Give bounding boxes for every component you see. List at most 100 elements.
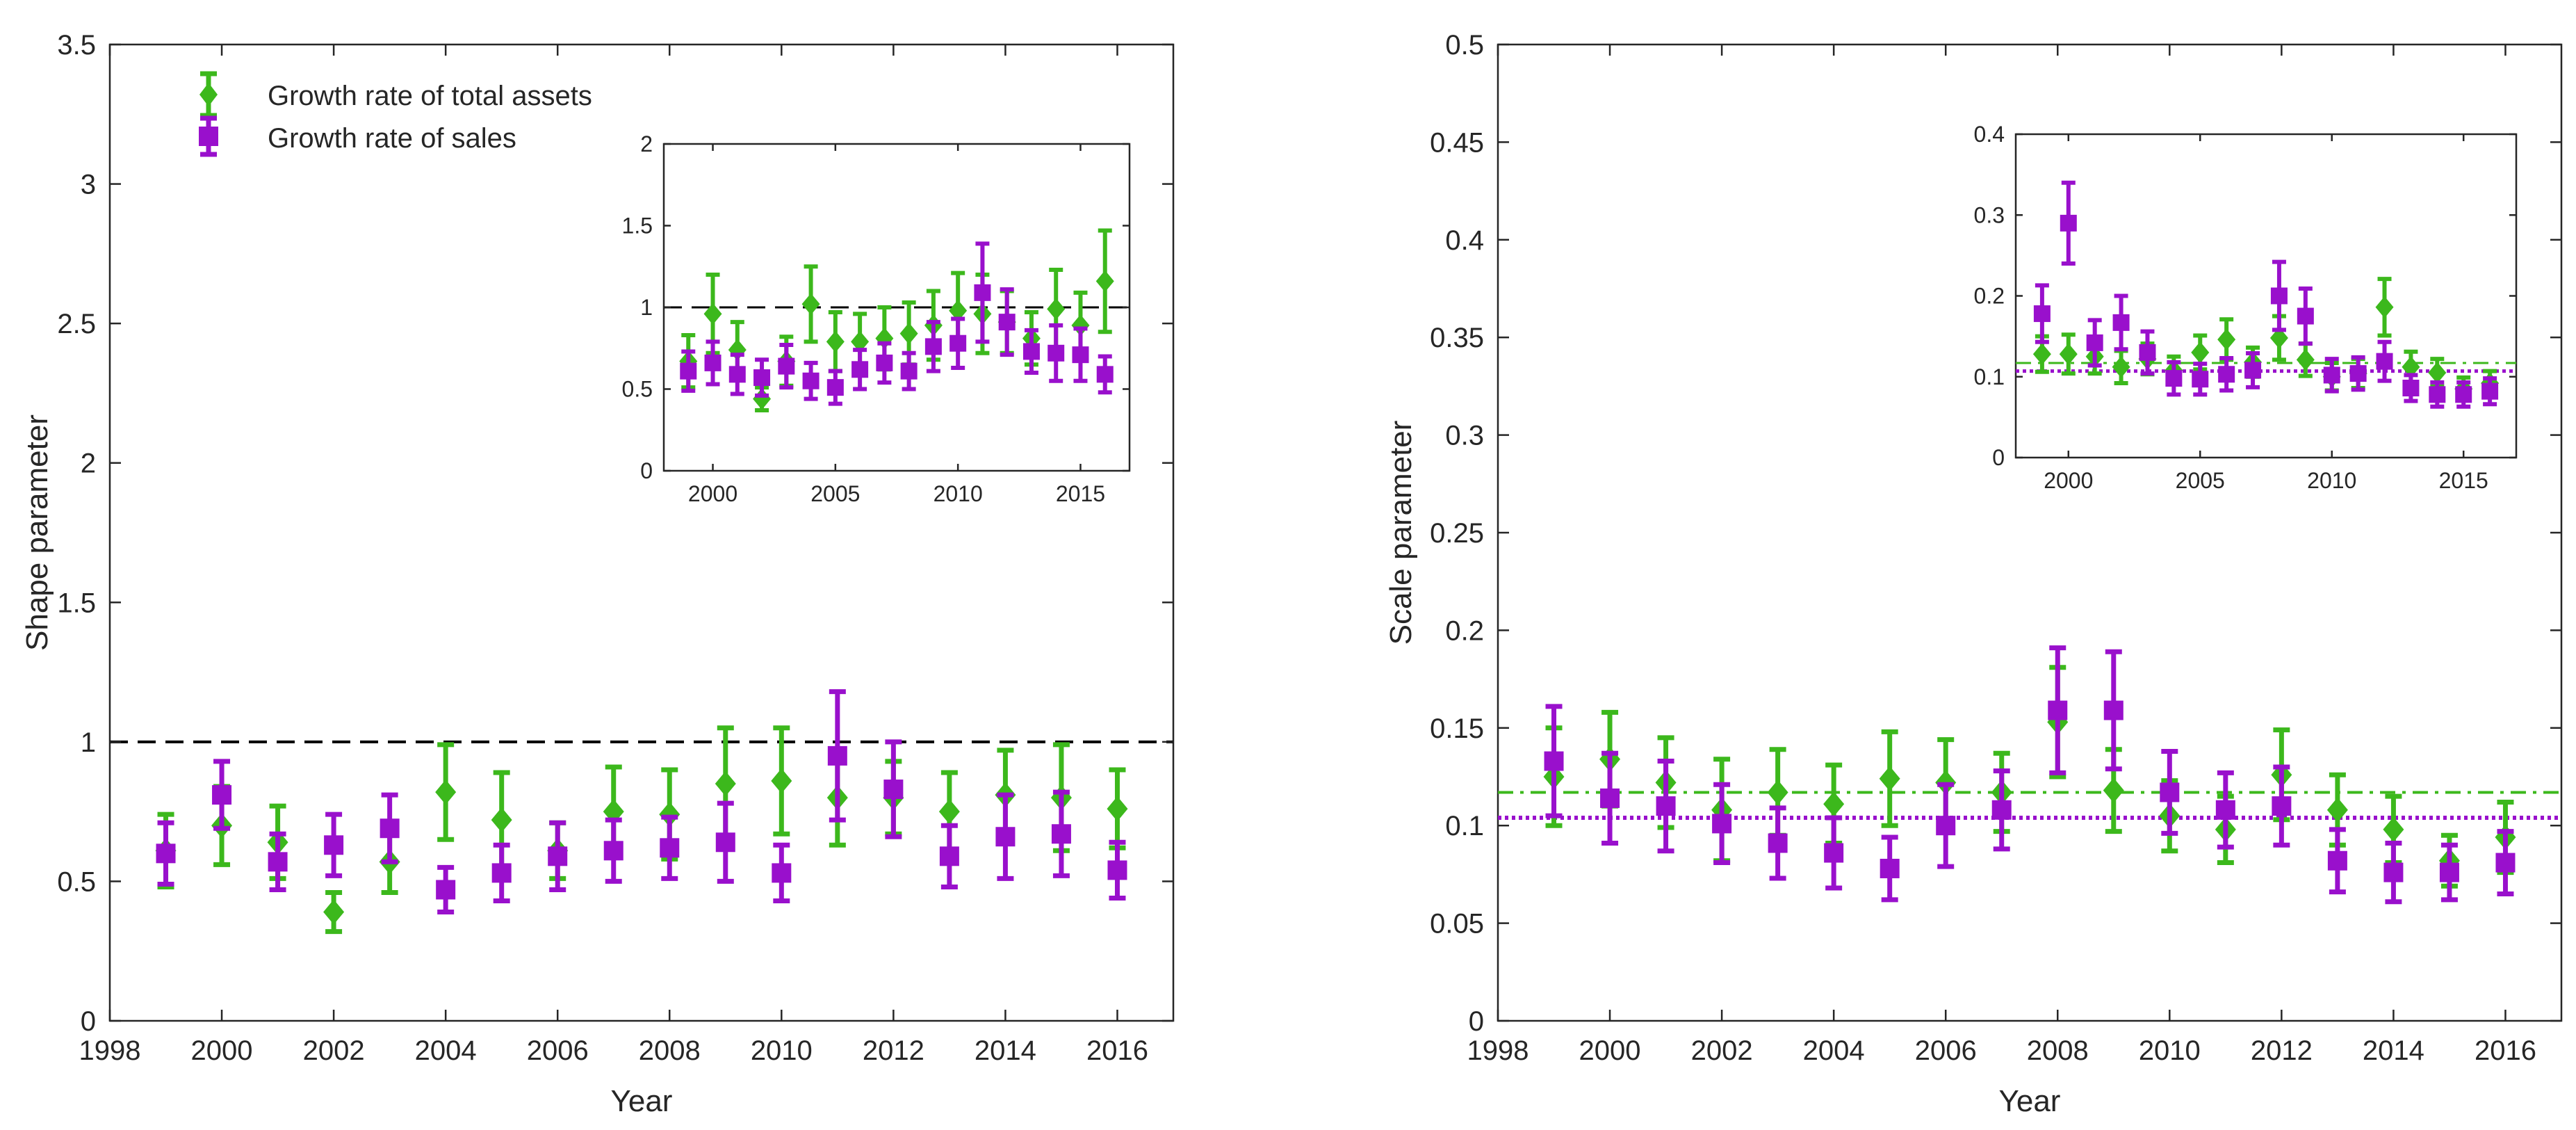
shape-inset-ytick-label: 0 bbox=[640, 458, 653, 483]
scale-main-ytick-label: 0.5 bbox=[1445, 30, 1484, 60]
shape-inset-assets-point bbox=[1095, 270, 1114, 292]
scale-main-ytick-label: 0.05 bbox=[1430, 909, 1484, 939]
shape-inset-sales-point bbox=[974, 284, 991, 301]
shape-inset-assets-point bbox=[899, 323, 918, 345]
scale-main-sales-point bbox=[2215, 800, 2235, 820]
scale-main-sales-point bbox=[1768, 833, 1788, 853]
shape-inset-sales-point bbox=[900, 362, 918, 380]
scale-main-assets-point bbox=[1767, 780, 1788, 805]
shape-main-sales-point bbox=[548, 846, 568, 866]
scale-main-sales-point bbox=[2160, 782, 2180, 802]
shape-main-assets-point bbox=[771, 768, 792, 794]
shape-inset-sales-point bbox=[680, 362, 697, 380]
shape-main-series-assets bbox=[155, 725, 1128, 935]
scale-inset-assets-point bbox=[2112, 356, 2130, 378]
scale-inset-sales-point bbox=[2402, 380, 2420, 397]
shape-main-sales-point bbox=[827, 745, 847, 766]
legend-assets-marker bbox=[199, 83, 218, 106]
shape-main-xtick-label: 2000 bbox=[191, 1035, 253, 1066]
shape-main-assets-point bbox=[659, 802, 680, 828]
scale-inset-sales-point bbox=[2323, 366, 2340, 384]
scale-inset-sales-point bbox=[2139, 344, 2156, 361]
scale-main-sales-point bbox=[1991, 800, 2012, 820]
shape-main-xlabel: Year bbox=[611, 1084, 673, 1118]
shape-inset-assets-point bbox=[801, 293, 820, 315]
scale-main-sales-point bbox=[1544, 751, 1564, 771]
scale-inset-ytick-label: 0 bbox=[1992, 445, 2005, 470]
scale-inset-sales-point bbox=[2165, 370, 2183, 387]
shape-main-ytick-label: 0.5 bbox=[57, 866, 96, 897]
shape-main-xtick-label: 2002 bbox=[303, 1035, 365, 1066]
scale-main-ytick-label: 0.25 bbox=[1430, 518, 1484, 549]
scale-main-sales-point bbox=[1824, 843, 1844, 863]
shape-main-panel: 1998 2000 2002 2004 2006 2008 2010 2012 2014 2016… bbox=[20, 30, 1175, 1118]
shape-main-xtick-label: 2010 bbox=[751, 1035, 813, 1066]
scale-main-xtick-label: 2006 bbox=[1915, 1035, 1977, 1066]
scale-inset-assets-point bbox=[2191, 341, 2210, 364]
legend-entry-sales: Growth rate of sales bbox=[199, 115, 516, 157]
shape-main-xtick-label: 2016 bbox=[1086, 1035, 1148, 1066]
scale-main-ylabel: Scale parameter bbox=[1384, 421, 1418, 645]
scale-inset-ytick-label: 0.2 bbox=[1974, 284, 2005, 309]
scale-inset-sales-point bbox=[2297, 307, 2314, 325]
scale-main-sales-point bbox=[1880, 858, 1900, 878]
scale-inset-sales-point bbox=[2455, 386, 2472, 403]
scale-inset-xtick-label: 2005 bbox=[2176, 468, 2225, 493]
scale-inset-background bbox=[2016, 134, 2516, 458]
shape-inset-xtick-label: 2000 bbox=[688, 481, 737, 506]
scale-main-sales-point bbox=[2103, 700, 2123, 720]
scale-main-sales-point bbox=[2383, 862, 2404, 882]
scale-main-sales-point bbox=[1600, 788, 1620, 808]
scale-main-ytick-label: 0.15 bbox=[1430, 713, 1484, 744]
scale-inset-ytick-label: 0.1 bbox=[1974, 364, 2005, 389]
shape-inset-assets-point bbox=[1047, 298, 1066, 320]
shape-main-ytick-label: 0 bbox=[81, 1006, 96, 1037]
scale-inset-ytick-label: 0.3 bbox=[1974, 202, 2005, 227]
scale-inset-assets-point bbox=[2402, 356, 2420, 378]
scale-inset-sales-point bbox=[2033, 305, 2051, 323]
scale-main-sales-point bbox=[2048, 700, 2068, 720]
shape-main-sales-point bbox=[380, 818, 400, 839]
shape-inset-assets-point bbox=[1071, 314, 1090, 337]
scale-main-series-assets bbox=[1543, 665, 2516, 889]
scale-main-series-sales bbox=[1544, 645, 2516, 905]
scale-main-sales-point bbox=[1712, 814, 1732, 834]
legend-entry-assets: Growth rate of total assets bbox=[199, 71, 592, 118]
shape-main-sales-point bbox=[995, 827, 1016, 847]
scale-inset-sales-point bbox=[2086, 334, 2103, 351]
scale-main-sales-point bbox=[2327, 850, 2347, 871]
shape-main-sales-point bbox=[212, 785, 232, 805]
scale-main-xtick-label: 2016 bbox=[2475, 1035, 2536, 1066]
scale-main-sales-point bbox=[1936, 816, 1956, 836]
shape-main-xtick-label: 2006 bbox=[527, 1035, 589, 1066]
shape-main-sales-point bbox=[772, 863, 792, 883]
shape-inset-sales-point bbox=[949, 334, 967, 352]
shape-main-sales-point bbox=[156, 844, 176, 864]
scale-main-assets-point bbox=[1879, 766, 1900, 791]
shape-main-ytick-label: 2.5 bbox=[57, 309, 96, 339]
scale-main-assets-point bbox=[2103, 777, 2124, 803]
scale-main-panel: 1998 2000 2002 2004 2006 2008 2010 2012 2014 2016… bbox=[1384, 30, 2563, 1118]
scale-main-xtick-label: 2008 bbox=[2027, 1035, 2089, 1066]
shape-main-series-sales bbox=[156, 689, 1127, 915]
legend-sales-label: Growth rate of sales bbox=[268, 123, 516, 154]
scale-main-xtick-label: 2014 bbox=[2363, 1035, 2424, 1066]
scale-main-xtick-label: 2012 bbox=[2251, 1035, 2313, 1066]
shape-main-ytick-label: 1.5 bbox=[57, 588, 96, 618]
scale-main-ytick-label: 0.45 bbox=[1430, 127, 1484, 158]
shape-main-xtick-label: 1998 bbox=[79, 1035, 141, 1066]
shape-inset-ytick-label: 2 bbox=[640, 131, 653, 156]
shape-inset-series-sales bbox=[680, 241, 1114, 406]
shape-inset-xtick-label: 2010 bbox=[934, 481, 983, 506]
shape-inset-sales-point bbox=[1047, 344, 1065, 362]
shape-main-sales-point bbox=[715, 832, 735, 853]
shape-inset-sales-point bbox=[778, 357, 795, 375]
shape-main-xtick-label: 2008 bbox=[639, 1035, 701, 1066]
legend: Growth rate of total assets Growth rate … bbox=[199, 71, 592, 157]
shape-inset-sales-point bbox=[1022, 343, 1040, 360]
scale-main-assets-point bbox=[2383, 816, 2404, 842]
shape-main-assets-point bbox=[938, 799, 960, 825]
scale-inset-sales-point bbox=[2481, 382, 2499, 400]
shape-main-assets-point bbox=[435, 780, 457, 805]
